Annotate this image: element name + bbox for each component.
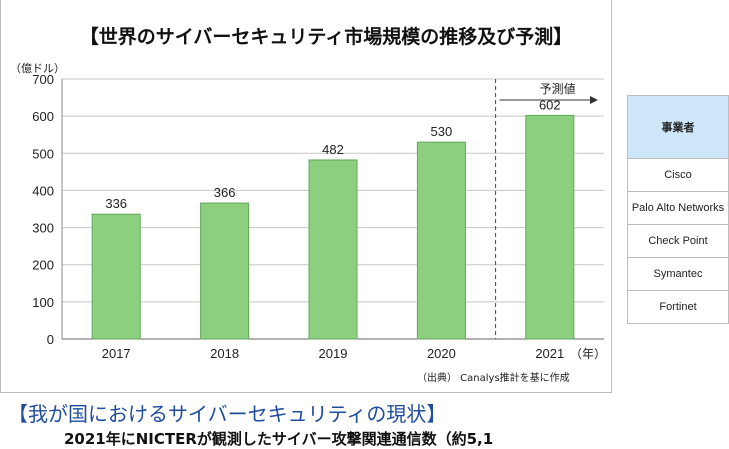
y-tick-label: 500 — [32, 146, 54, 161]
bar-chart: 0 100 200 300 400 500 600 700 336 2017 366 2018 482 2… — [32, 72, 606, 361]
bar-value-label: 530 — [431, 124, 453, 139]
chart-frame — [0, 0, 612, 393]
vendor-row: Symantec — [627, 257, 729, 291]
forecast-arrow-head — [590, 96, 598, 104]
section-heading: 【我が国におけるサイバーセキュリティの現状】 — [8, 402, 447, 426]
x-tick-label: 2021 — [535, 346, 564, 361]
bar-value-label: 336 — [105, 196, 127, 211]
chart-title: 【世界のサイバーセキュリティ市場規模の推移及び予測】 — [79, 26, 573, 48]
y-tick-label: 300 — [32, 221, 54, 236]
vendor-row: Cisco — [627, 158, 729, 192]
bar-value-label: 482 — [322, 142, 344, 157]
forecast-label: 予測値 — [540, 81, 576, 96]
y-axis-unit-label: （億ドル） — [10, 62, 65, 75]
y-tick-label: 400 — [32, 183, 54, 198]
bar — [200, 202, 250, 340]
section-body-text: 2021年にNICTERが観測したサイバー攻撃関連通信数（約5,1 — [64, 430, 494, 448]
y-tick-label: 700 — [32, 72, 54, 87]
bar-value-label: 602 — [539, 97, 561, 112]
y-tick-label: 0 — [47, 332, 54, 347]
source-note: （出典） Canalys推計を基に作成 — [417, 373, 570, 384]
x-tick-label: 2018 — [210, 346, 239, 361]
x-axis-unit-label: （年） — [570, 347, 606, 361]
vendor-row: Check Point — [627, 224, 729, 258]
x-tick-label: 2020 — [427, 346, 456, 361]
x-tick-label: 2017 — [102, 346, 131, 361]
vendor-row: Palo Alto Networks — [627, 191, 729, 225]
bar — [308, 159, 358, 340]
vendor-table: 事業者 Cisco Palo Alto Networks Check Point… — [627, 95, 729, 324]
y-tick-label: 100 — [32, 295, 54, 310]
y-tick-label: 600 — [32, 109, 54, 124]
vendor-row: Fortinet — [627, 290, 729, 324]
bar — [416, 141, 466, 340]
bar — [525, 114, 575, 340]
x-tick-label: 2019 — [319, 346, 348, 361]
bar-value-label: 366 — [214, 185, 236, 200]
y-tick-label: 200 — [32, 258, 54, 273]
vendor-table-header: 事業者 — [627, 95, 729, 159]
bar — [91, 213, 141, 340]
